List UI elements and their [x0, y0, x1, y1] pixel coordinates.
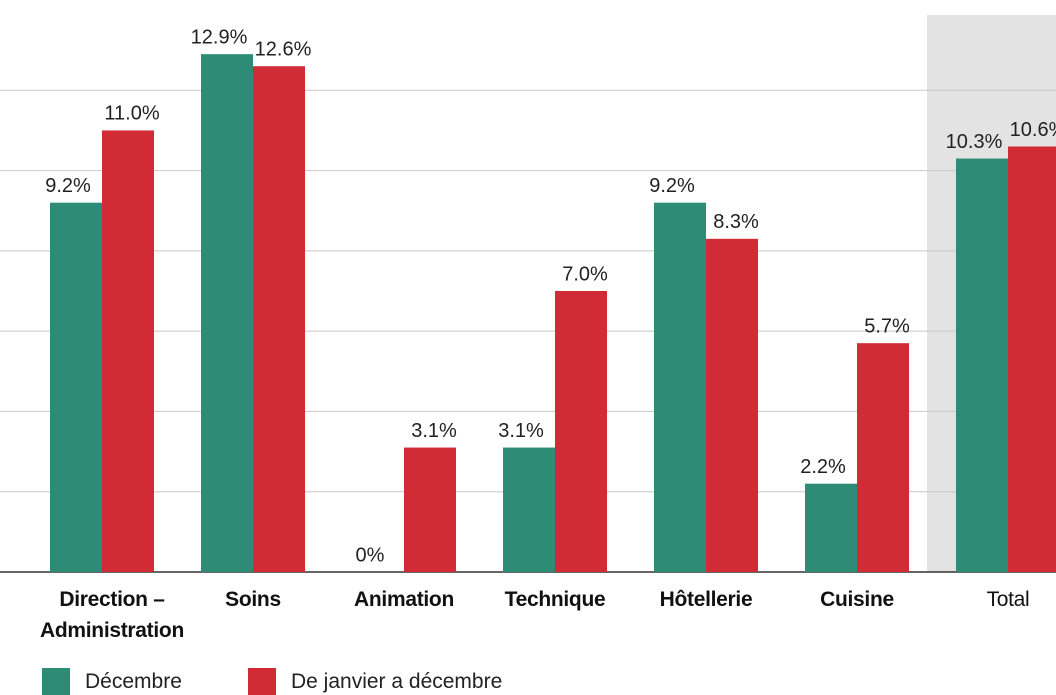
bar [50, 202, 102, 572]
legend-item: Décembre [42, 668, 182, 695]
value-label: 11.0% [104, 103, 159, 125]
x-tick-label: Direction – Administration [40, 588, 184, 642]
bar [253, 66, 305, 572]
legend-item: De janvier a décembre [248, 668, 502, 695]
value-label: 9.2% [649, 175, 695, 197]
x-tick-label: Total [986, 588, 1030, 611]
legend-label: De janvier a décembre [291, 669, 503, 693]
value-label: 10.3% [946, 131, 1003, 153]
bar [404, 447, 456, 572]
legend-swatch [248, 668, 276, 695]
bar [555, 291, 607, 572]
value-label: 12.6% [255, 38, 312, 60]
legend-label: Décembre [85, 669, 182, 693]
value-label: 3.1% [498, 420, 544, 442]
bar [654, 202, 706, 572]
x-tick-label: Cuisine [820, 588, 894, 611]
bar [201, 54, 253, 572]
value-label: 0% [356, 544, 385, 566]
bar [706, 238, 758, 573]
value-label: 10.6% [1010, 119, 1056, 141]
value-label: 8.3% [713, 211, 759, 233]
value-label: 12.9% [191, 26, 248, 48]
x-tick-label: Technique [504, 588, 606, 611]
x-tick-label: Hôtellerie [659, 588, 753, 611]
x-tick-label: Soins [225, 588, 281, 611]
legend-swatch [42, 668, 70, 695]
value-label: 2.2% [800, 456, 846, 478]
x-tick-label: Animation [354, 588, 454, 611]
bar [956, 158, 1008, 572]
bar [102, 130, 154, 572]
bar [857, 343, 909, 572]
value-label: 7.0% [562, 263, 608, 285]
value-label: 9.2% [45, 175, 91, 197]
bar [503, 447, 555, 572]
value-label: 5.7% [864, 315, 910, 337]
bar [805, 483, 857, 572]
value-label: 3.1% [411, 420, 457, 442]
bar [1008, 146, 1056, 572]
